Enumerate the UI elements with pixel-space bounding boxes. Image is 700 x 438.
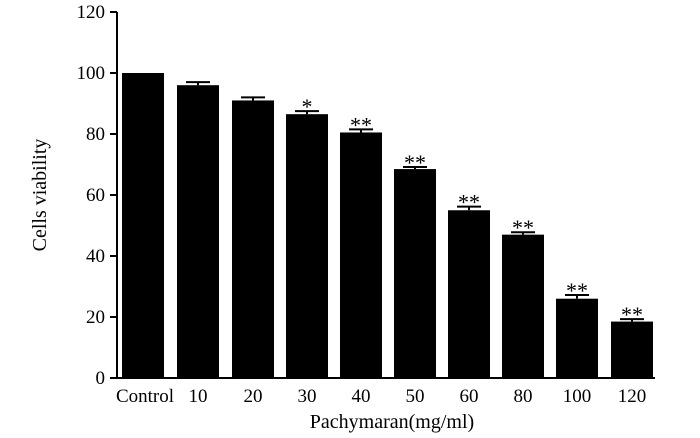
bars [122,73,653,379]
y-tick-label: 0 [96,368,106,389]
y-tick-label: 20 [86,307,105,328]
bar [394,169,436,378]
y-tick-label: 40 [86,246,105,267]
bar [286,114,328,379]
x-tick-label: 50 [406,386,425,407]
x-tick-label: 30 [298,386,317,407]
significance-marker: ** [621,302,643,327]
x-tick-label: 20 [244,386,263,407]
bar [232,100,274,378]
x-tick-label: 80 [514,386,533,407]
significance-marker: ** [512,215,534,240]
x-axis-tick-labels: Control 10 20 30 40 50 60 80 100 120 [116,386,646,407]
bar [611,321,653,378]
y-axis-ticks: 0 20 40 60 80 100 120 [77,2,117,389]
x-axis-title: Pachymaran(mg/ml) [310,411,474,433]
x-tick-label: 60 [460,386,479,407]
bar [122,73,164,378]
significance-marker: ** [458,190,480,215]
x-tick-label: 120 [618,386,647,407]
y-tick-label: 80 [86,124,105,145]
significance-marker: ** [404,150,426,175]
bar [448,210,490,378]
bar [340,132,382,378]
x-tick-label: 10 [189,386,208,407]
bar [177,85,219,378]
y-tick-label: 60 [86,185,105,206]
y-tick-label: 100 [77,63,106,84]
bar [556,298,598,378]
x-tick-label: 40 [352,386,371,407]
significance-markers: ************* [302,94,644,327]
significance-marker: ** [566,278,588,303]
x-tick-label: 100 [563,386,592,407]
y-axis-title: Cells viability [29,139,51,252]
bar [502,234,544,378]
significance-marker: * [302,94,313,119]
x-tick-label: Control [116,386,174,407]
significance-marker: ** [350,112,372,137]
y-tick-label: 120 [77,2,106,23]
